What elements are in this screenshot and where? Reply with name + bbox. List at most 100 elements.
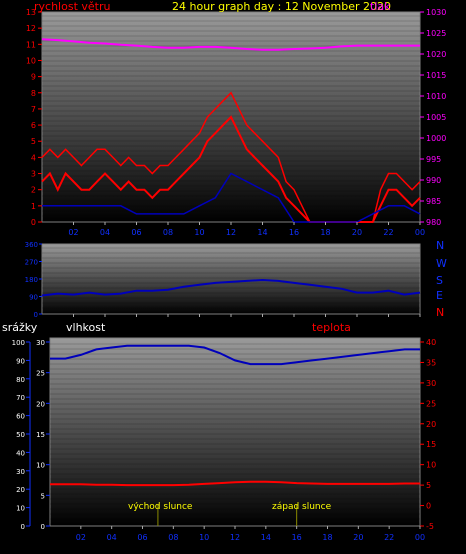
compass-e: E — [436, 289, 443, 302]
wind-x-tick-label: 04 — [100, 228, 110, 237]
humidity-outer-ticks: 0 10 20 30 40 50 60 70 80 90 100 — [12, 339, 31, 531]
wind-x-tick-label: 12 — [226, 228, 236, 237]
wind-tick-label: 9 — [31, 73, 36, 82]
humidity-x-tick-label: 20 — [353, 533, 363, 542]
humidity-series — [50, 344, 420, 526]
humidity-inner-tick-label: 20 — [36, 400, 45, 408]
humidity-axis-label: vlhkost — [66, 321, 106, 334]
humidity-outer-tick-label: 0 — [21, 523, 25, 531]
wind-tick-label: 3 — [31, 170, 36, 179]
direction-series — [41, 278, 421, 297]
temperature-right-ticks: -5 0 5 10 15 20 25 30 35 40 — [420, 338, 436, 531]
humidity-line — [50, 344, 420, 366]
compass-w: W — [436, 257, 447, 270]
temperature-line — [50, 480, 420, 487]
wind-axis-label: rychlost větru — [34, 0, 110, 13]
wind-x-tick-label: 08 — [163, 228, 173, 237]
wind-x-tick-label: 14 — [257, 228, 267, 237]
direction-line — [41, 278, 421, 297]
temperature-tick-label: 30 — [426, 379, 436, 388]
sunset-label: západ slunce — [272, 502, 332, 512]
humidity-inner-tick-label: 15 — [36, 431, 45, 439]
humidity-inner-ticks: 0 5 10 15 20 25 30 — [36, 339, 50, 531]
temperature-tick-label: 40 — [426, 338, 436, 347]
humidity-outer-tick-label: 100 — [12, 339, 25, 347]
humidity-outer-tick-label: 10 — [16, 505, 25, 513]
wind-x-tick-label: 02 — [68, 228, 78, 237]
humidity-x-tick-label: 04 — [107, 533, 117, 542]
temperature-tick-label: -5 — [426, 522, 434, 531]
wind-x-tick-label: 20 — [352, 228, 362, 237]
direction-tick-label: 270 — [25, 259, 38, 267]
wind-tick-label: 4 — [31, 153, 36, 162]
direction-tick-label: 0 — [34, 311, 38, 319]
temperature-tick-label: 0 — [426, 502, 431, 511]
pressure-line — [41, 38, 420, 51]
wind-tick-label: 8 — [31, 89, 36, 98]
humidity-x-tick-label: 00 — [415, 533, 425, 542]
temperature-tick-label: 35 — [426, 358, 436, 367]
humidity-outer-tick-label: 40 — [16, 449, 25, 457]
pressure-right-ticks: 980 985 990 995 1000 1005 1010 1015 1020 1025 1030 — [420, 8, 446, 227]
humidity-inner-tick-label: 10 — [36, 462, 45, 470]
direction-x-ticks — [73, 314, 421, 317]
wind-x-tick-label: 18 — [320, 228, 330, 237]
humidity-outer-tick-label: 50 — [16, 431, 25, 439]
wind-tick-label: 13 — [26, 8, 36, 17]
pressure-tick-label: 980 — [426, 218, 441, 227]
compass-n-bottom: N — [436, 306, 444, 319]
sunrise-label: východ slunce — [128, 502, 193, 512]
humidity-temp-panel: 0 10 20 30 40 50 60 70 80 90 100 0 5 10 15 20 25 30 -5 0 5… — [2, 321, 436, 542]
temperature-tick-label: 20 — [426, 420, 436, 429]
pressure-axis-label: tlak — [370, 0, 391, 13]
pressure-tick-label: 990 — [426, 176, 441, 185]
wind-tick-label: 6 — [31, 121, 36, 130]
direction-plot-area — [41, 243, 421, 315]
pressure-tick-label: 1015 — [426, 71, 446, 80]
humidity-x-ticks: 02 04 06 08 10 12 14 16 18 20 22 00 — [76, 526, 425, 542]
pressure-tick-label: 1005 — [426, 113, 446, 122]
direction-grid — [42, 247, 420, 314]
pressure-tick-label: 1020 — [426, 50, 446, 59]
humidity-inner-tick-label: 5 — [41, 492, 45, 500]
wind-x-tick-label: 00 — [415, 228, 425, 237]
pressure-tick-label: 1000 — [426, 134, 446, 143]
temperature-tick-label: 5 — [426, 481, 431, 490]
temperature-axis-label: teplota — [312, 321, 351, 334]
wind-pressure-grid — [42, 15, 420, 222]
compass-s: S — [436, 274, 443, 287]
wind-tick-label: 12 — [26, 24, 36, 33]
humidity-x-tick-label: 10 — [199, 533, 209, 542]
wind-tick-label: 10 — [26, 56, 36, 65]
compass-labels: N W S E N — [436, 239, 447, 319]
temperature-tick-label: 10 — [426, 461, 436, 470]
humidity-outer-tick-label: 80 — [16, 376, 25, 384]
wind-direction-panel: 0 90 180 270 360 N W S E N — [25, 239, 447, 319]
temperature-tick-label: 25 — [426, 399, 436, 408]
humidity-outer-tick-label: 60 — [16, 413, 25, 421]
direction-tick-label: 180 — [25, 276, 38, 284]
direction-tick-label: 90 — [29, 294, 38, 302]
chart-title: 24 hour graph day : 12 November 2020 — [172, 0, 391, 13]
humidity-inner-tick-label: 0 — [41, 523, 45, 531]
wind-tick-label: 1 — [31, 202, 36, 211]
direction-y-ticks: 0 90 180 270 360 — [25, 241, 42, 319]
humidity-x-tick-label: 18 — [322, 533, 332, 542]
humidity-x-tick-label: 08 — [168, 533, 178, 542]
humidity-plot-area — [49, 337, 421, 527]
wind-x-ticks: 02 04 06 08 10 12 14 16 18 20 22 00 — [68, 222, 425, 237]
humidity-outer-tick-label: 30 — [16, 468, 25, 476]
rain-axis-label: srážky — [2, 321, 38, 334]
humidity-x-tick-label: 16 — [292, 533, 302, 542]
humidity-x-tick-label: 12 — [230, 533, 240, 542]
wind-tick-label: 2 — [31, 186, 36, 195]
pressure-tick-label: 1030 — [426, 8, 446, 17]
wind-tick-label: 0 — [31, 218, 36, 227]
humidity-x-tick-label: 02 — [76, 533, 86, 542]
wind-x-tick-label: 16 — [289, 228, 299, 237]
temperature-tick-label: 15 — [426, 440, 436, 449]
humidity-outer-tick-label: 20 — [16, 486, 25, 494]
